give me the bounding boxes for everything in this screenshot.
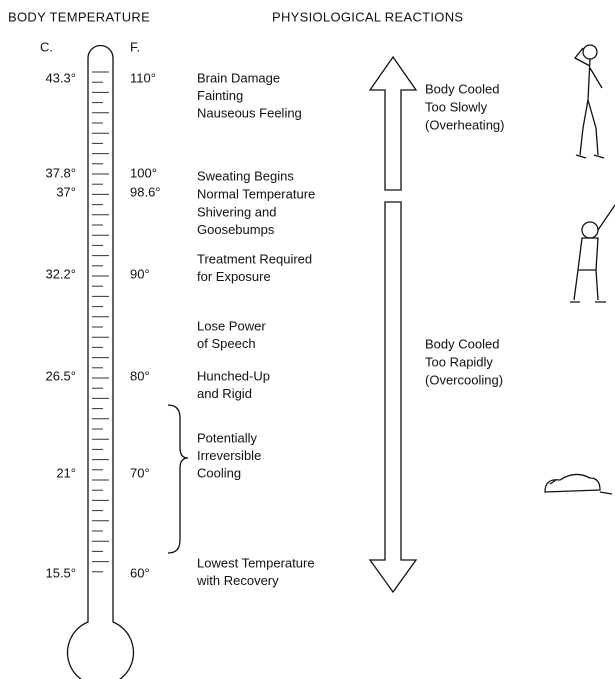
- arrow-label: (Overcooling): [425, 372, 503, 387]
- fahrenheit-label: 80°: [130, 368, 150, 383]
- reaction-text: Goosebumps: [197, 222, 275, 237]
- celsius-label: 15.5°: [45, 565, 76, 580]
- arrow-up: [368, 55, 418, 191]
- arrow-label: (Overheating): [425, 117, 504, 132]
- reaction-text: Nauseous Feeling: [197, 105, 302, 120]
- header-left: BODY TEMPERATURE: [8, 9, 150, 24]
- celsius-unit: C.: [40, 39, 53, 54]
- arrow-label: Body Cooled: [425, 336, 499, 351]
- celsius-label: 32.2°: [45, 266, 76, 281]
- reaction-text: for Exposure: [197, 269, 271, 284]
- reaction-text: Lose Power: [197, 318, 266, 333]
- reaction-text: Hunched-Up: [197, 368, 270, 383]
- reaction-text: Treatment Required: [197, 251, 312, 266]
- reaction-text: Shivering and: [197, 204, 277, 219]
- fahrenheit-label: 110°: [130, 70, 156, 85]
- arrow-label: Too Rapidly: [425, 354, 493, 369]
- fahrenheit-unit: F.: [130, 39, 140, 54]
- celsius-label: 37°: [56, 184, 76, 199]
- reaction-text: with Recovery: [196, 573, 279, 588]
- fahrenheit-label: 70°: [130, 465, 150, 480]
- figure-lying: [544, 473, 613, 495]
- reaction-text: Lowest Temperature: [197, 555, 315, 570]
- arrow-label: Too Slowly: [425, 99, 488, 114]
- reaction-text: of Speech: [197, 336, 256, 351]
- figure-shivering: [570, 204, 615, 303]
- reaction-text: Brain Damage: [197, 70, 280, 85]
- reaction-text: Irreversible: [197, 448, 261, 463]
- reaction-text: Fainting: [197, 88, 243, 103]
- thermometer: [66, 44, 135, 679]
- celsius-label: 21°: [56, 465, 76, 480]
- reaction-text: Normal Temperature: [197, 186, 315, 201]
- thermometer-ticks: [92, 71, 109, 573]
- arrow-down: [368, 201, 418, 594]
- reaction-text: Sweating Begins: [197, 168, 294, 183]
- reaction-text: Cooling: [197, 465, 241, 480]
- reaction-text: Potentially: [197, 430, 257, 445]
- reaction-text: and Rigid: [197, 386, 252, 401]
- fahrenheit-label: 100°: [130, 165, 157, 180]
- figure-overheating: [574, 44, 605, 159]
- celsius-label: 37.8°: [45, 165, 76, 180]
- celsius-label: 26.5°: [45, 368, 76, 383]
- header-right: PHYSIOLOGICAL REACTIONS: [272, 9, 463, 24]
- fahrenheit-label: 60°: [130, 565, 150, 580]
- bracket: [167, 404, 189, 554]
- arrow-label: Body Cooled: [425, 81, 499, 96]
- fahrenheit-label: 98.6°: [130, 184, 161, 199]
- celsius-label: 43.3°: [45, 70, 76, 85]
- fahrenheit-label: 90°: [130, 266, 150, 281]
